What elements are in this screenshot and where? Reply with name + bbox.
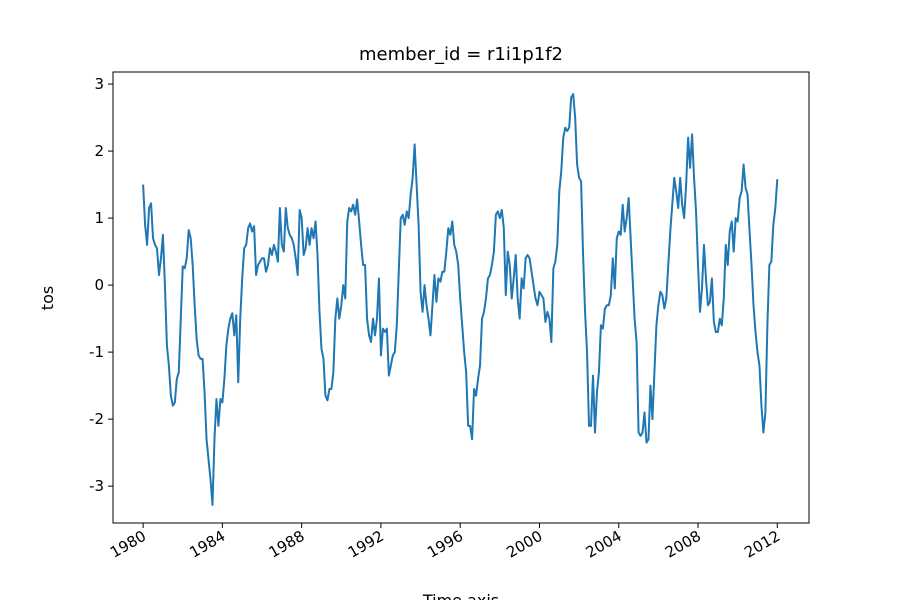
y-tick-label: -1 — [89, 343, 104, 361]
axes-frame — [112, 71, 810, 524]
y-tick-label: 2 — [94, 142, 104, 160]
chart-title: member_id = r1i1p1f2 — [359, 44, 563, 65]
x-axis-label: Time axis — [422, 591, 499, 600]
data-line — [142, 93, 779, 506]
y-tick-label: -2 — [89, 410, 104, 428]
y-tick-label: 0 — [94, 276, 104, 294]
y-tick-label: -3 — [89, 477, 104, 495]
y-axis-label: tos — [38, 286, 57, 310]
y-tick-label: 3 — [94, 75, 104, 93]
y-tick-label: 1 — [94, 209, 104, 227]
